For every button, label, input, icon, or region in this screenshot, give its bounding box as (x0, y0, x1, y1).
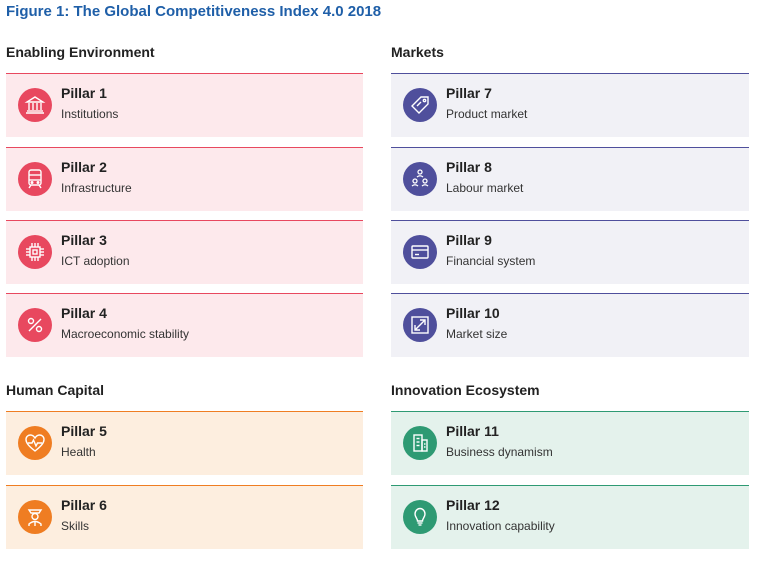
pillar-card-1: Pillar 1 Institutions (6, 73, 363, 137)
pillar-card-4: Pillar 4 Macroeconomic stability (6, 293, 363, 357)
pillar-title: Pillar 4 (61, 305, 107, 321)
pillar-subtitle: Market size (446, 327, 508, 341)
pillar-subtitle: Institutions (61, 107, 119, 121)
institutions-icon (18, 88, 52, 122)
pillar-title: Pillar 1 (61, 85, 107, 101)
pillar-card-10: Pillar 10 Market size (391, 293, 749, 357)
pillar-subtitle: Innovation capability (446, 519, 555, 533)
pillar-title: Pillar 11 (446, 423, 499, 439)
pillar-subtitle: ICT adoption (61, 254, 130, 268)
heart-pulse-icon (18, 426, 52, 460)
pillar-card-2: Pillar 2 Infrastructure (6, 147, 363, 211)
pillar-title: Pillar 5 (61, 423, 107, 439)
price-tag-icon (403, 88, 437, 122)
pillar-subtitle: Macroeconomic stability (61, 327, 190, 341)
pillar-subtitle: Business dynamism (446, 445, 553, 459)
pillar-card-9: Pillar 9 Financial system (391, 220, 749, 284)
pillar-subtitle: Product market (446, 107, 528, 121)
pillar-title: Pillar 9 (446, 232, 492, 248)
pillar-card-6: Pillar 6 Skills (6, 485, 363, 549)
group-title-innovation-ecosystem: Innovation Ecosystem (391, 382, 540, 398)
pillar-subtitle: Health (61, 445, 96, 459)
pillar-title: Pillar 3 (61, 232, 107, 248)
people-network-icon (403, 162, 437, 196)
building-icon (403, 426, 437, 460)
group-title-markets: Markets (391, 44, 444, 60)
pillar-card-8: Pillar 8 Labour market (391, 147, 749, 211)
pillar-title: Pillar 10 (446, 305, 500, 321)
graduate-icon (18, 500, 52, 534)
pillar-subtitle: Labour market (446, 181, 524, 195)
percent-icon (18, 308, 52, 342)
pillar-title: Pillar 12 (446, 497, 500, 513)
pillar-card-3: Pillar 3 ICT adoption (6, 220, 363, 284)
pillar-subtitle: Infrastructure (61, 181, 132, 195)
figure-title: Figure 1: The Global Competitiveness Ind… (6, 3, 382, 20)
pillar-title: Pillar 8 (446, 159, 492, 175)
group-title-enabling-environment: Enabling Environment (6, 44, 155, 60)
lightbulb-icon (403, 500, 437, 534)
pillar-subtitle: Financial system (446, 254, 536, 268)
pillar-card-11: Pillar 11 Business dynamism (391, 411, 749, 475)
group-title-human-capital: Human Capital (6, 382, 105, 398)
credit-card-icon (403, 235, 437, 269)
expand-arrows-icon (403, 308, 437, 342)
pillar-title: Pillar 2 (61, 159, 107, 175)
pillar-card-7: Pillar 7 Product market (391, 73, 749, 137)
pillar-subtitle: Skills (61, 519, 90, 533)
pillar-card-5: Pillar 5 Health (6, 411, 363, 475)
pillar-card-12: Pillar 12 Innovation capability (391, 485, 749, 549)
pillar-title: Pillar 6 (61, 497, 107, 513)
train-icon (18, 162, 52, 196)
chip-icon (18, 235, 52, 269)
pillar-title: Pillar 7 (446, 85, 492, 101)
